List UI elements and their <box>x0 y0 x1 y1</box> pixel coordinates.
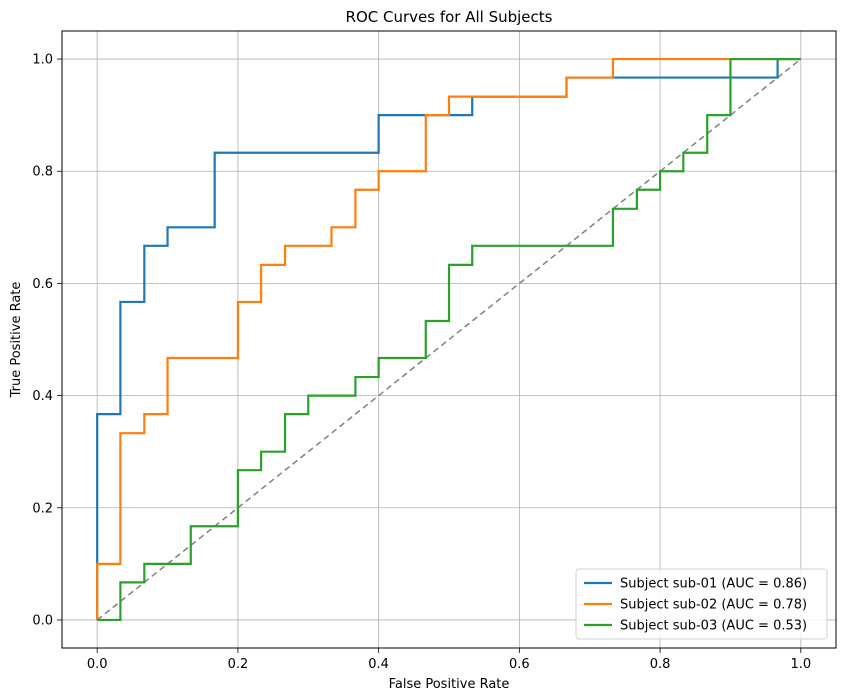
series-line-2 <box>96 57 801 620</box>
y-axis-label: True Positive Rate <box>9 282 24 399</box>
x-tick-label: 1.0 <box>790 657 811 672</box>
legend-label: Subject sub-03 (AUC = 0.53) <box>620 619 807 634</box>
y-tick-label: 0.0 <box>32 613 53 628</box>
x-tick-label: 0.4 <box>368 657 389 672</box>
y-tick-label: 0.2 <box>32 501 53 516</box>
x-axis-label: False Positive Rate <box>389 677 510 692</box>
x-tick-label: 0.8 <box>650 657 671 672</box>
tick-group: 0.0 0.2 0.4 0.6 0.8 1.0 0.0 0.2 0.4 0.6 0.8 1.0 <box>32 53 811 672</box>
y-tick-label: 0.8 <box>32 165 53 180</box>
y-tick-label: 0.6 <box>32 277 53 292</box>
legend: Subject sub-01 (AUC = 0.86) Subject sub-0… <box>575 568 828 640</box>
x-tick-label: 0.6 <box>509 657 530 672</box>
chart-title: ROC Curves for All Subjects <box>346 8 553 26</box>
y-tick-label: 1.0 <box>32 53 53 68</box>
plot-frame <box>61 30 837 649</box>
legend-label: Subject sub-02 (AUC = 0.78) <box>620 598 807 613</box>
x-tick-label: 0.0 <box>87 657 108 672</box>
legend-box <box>575 568 828 640</box>
x-tick-label: 0.2 <box>228 657 249 672</box>
y-tick-label: 0.4 <box>32 389 53 404</box>
series-line-3 <box>97 57 801 622</box>
series-group <box>96 57 801 622</box>
legend-label: Subject sub-01 (AUC = 0.86) <box>620 577 807 592</box>
